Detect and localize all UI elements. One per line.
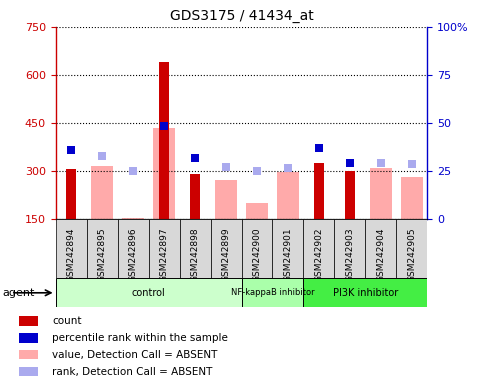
Text: GSM242902: GSM242902 — [314, 228, 324, 282]
Bar — [19, 350, 38, 359]
Bar — [180, 219, 211, 278]
Bar — [401, 177, 423, 219]
Text: GSM242897: GSM242897 — [159, 228, 169, 283]
Text: GSM242899: GSM242899 — [222, 228, 230, 283]
Bar — [366, 219, 397, 278]
Text: GSM242900: GSM242900 — [253, 228, 261, 283]
Text: NF-kappaB inhibitor: NF-kappaB inhibitor — [231, 288, 314, 297]
Bar — [56, 219, 86, 278]
Bar — [158, 62, 170, 219]
Bar — [313, 163, 325, 219]
Bar — [277, 172, 299, 219]
Title: GDS3175 / 41434_at: GDS3175 / 41434_at — [170, 9, 313, 23]
Text: GSM242904: GSM242904 — [376, 228, 385, 282]
Text: GSM242898: GSM242898 — [190, 228, 199, 283]
Text: rank, Detection Call = ABSENT: rank, Detection Call = ABSENT — [52, 367, 213, 377]
Bar — [19, 367, 38, 376]
Bar — [122, 218, 144, 219]
Text: GSM242896: GSM242896 — [128, 228, 138, 283]
Bar — [303, 278, 427, 307]
Bar — [19, 316, 38, 326]
Text: PI3K inhibitor: PI3K inhibitor — [333, 288, 398, 298]
Bar — [86, 219, 117, 278]
Text: GSM242894: GSM242894 — [67, 228, 75, 282]
Text: agent: agent — [2, 288, 35, 298]
Text: GSM242895: GSM242895 — [98, 228, 107, 283]
Text: GSM242903: GSM242903 — [345, 228, 355, 283]
Text: GSM242901: GSM242901 — [284, 228, 293, 283]
Bar — [91, 166, 113, 219]
Text: control: control — [132, 288, 165, 298]
Bar — [153, 127, 175, 219]
Bar — [149, 219, 180, 278]
Text: percentile rank within the sample: percentile rank within the sample — [52, 333, 228, 343]
Bar — [190, 174, 200, 219]
Bar — [117, 219, 149, 278]
Text: value, Detection Call = ABSENT: value, Detection Call = ABSENT — [52, 350, 217, 360]
Bar — [56, 278, 242, 307]
Bar — [211, 219, 242, 278]
Bar — [334, 219, 366, 278]
Bar — [246, 203, 268, 219]
Text: count: count — [52, 316, 82, 326]
Bar — [272, 219, 303, 278]
Bar — [66, 169, 76, 219]
Bar — [242, 219, 272, 278]
Bar — [344, 171, 355, 219]
Bar — [397, 219, 427, 278]
Bar — [242, 278, 303, 307]
Bar — [303, 219, 334, 278]
Bar — [215, 180, 237, 219]
Text: GSM242905: GSM242905 — [408, 228, 416, 283]
Bar — [19, 333, 38, 343]
Bar — [370, 168, 392, 219]
